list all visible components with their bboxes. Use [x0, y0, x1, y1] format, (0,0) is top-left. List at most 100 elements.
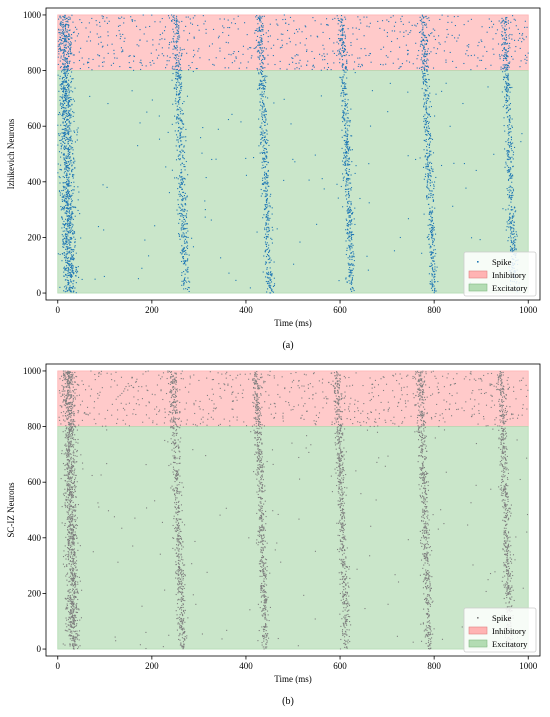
spike-point [267, 236, 269, 238]
spike-point [246, 34, 248, 36]
spike-point [76, 638, 79, 640]
spike-point [257, 69, 259, 71]
spike-point [260, 72, 262, 74]
spike-point [200, 137, 202, 139]
spike-point [172, 68, 174, 70]
spike-point [509, 221, 511, 223]
spike-point [70, 442, 72, 444]
spike-point [59, 37, 62, 39]
spike-point [70, 266, 72, 268]
spike-point [260, 125, 262, 127]
spike-point [264, 121, 266, 123]
spike-point [68, 532, 71, 534]
spike-point [337, 23, 339, 25]
spike-point [176, 24, 178, 26]
spike-point [176, 59, 178, 61]
spike-point [71, 140, 73, 142]
spike-point [66, 432, 68, 434]
spike-point [260, 80, 262, 82]
spike-point [266, 248, 269, 250]
spike-point [344, 156, 346, 158]
spike-point [351, 243, 353, 245]
spike-point [438, 42, 440, 44]
spike-point [186, 195, 188, 197]
spike-point [73, 626, 75, 629]
spike-point [57, 124, 59, 126]
spike-point [424, 102, 426, 104]
spike-point [187, 268, 189, 270]
spike-point [426, 97, 428, 99]
spike-point [436, 48, 439, 50]
spike-point [262, 28, 264, 31]
spike-point [66, 81, 68, 83]
spike-point [57, 56, 59, 58]
spike-point [507, 47, 509, 49]
spike-point [342, 41, 344, 43]
spike-point [73, 249, 75, 251]
spike-point [119, 38, 121, 40]
spike-point [73, 548, 75, 550]
spike-point [180, 89, 182, 91]
spike-point [69, 645, 71, 647]
spike-point [265, 256, 268, 258]
spike-point [348, 196, 350, 199]
spike-point [63, 109, 65, 112]
spike-point [431, 206, 433, 208]
spike-point [186, 52, 188, 54]
spike-point [339, 48, 341, 50]
spike-point [431, 228, 433, 230]
spike-point [57, 253, 59, 255]
spike-point [433, 185, 435, 187]
spike-point [57, 114, 59, 116]
spike-point [183, 242, 186, 244]
spike-point [69, 286, 71, 289]
spike-point [68, 185, 70, 187]
spike-point [68, 624, 70, 626]
spike-point [261, 61, 263, 63]
spike-point [128, 62, 130, 64]
spike-point [180, 172, 182, 174]
spike-point [176, 109, 178, 111]
spike-point [71, 249, 73, 251]
spike-point [183, 146, 185, 148]
spike-point [178, 96, 180, 99]
spike-point [69, 488, 71, 490]
spike-point [349, 227, 351, 229]
spike-point [176, 26, 178, 28]
spike-point [507, 99, 509, 102]
spike-point [351, 236, 353, 238]
spike-point [63, 65, 65, 67]
spike-point [69, 597, 71, 599]
spike-point [67, 207, 69, 210]
spike-point [183, 136, 185, 138]
spike-point [354, 207, 356, 209]
spike-point [264, 166, 266, 168]
spike-point [72, 518, 74, 520]
spike-point [58, 28, 60, 30]
spike-point [70, 426, 72, 428]
spike-point [64, 73, 66, 75]
spike-point [181, 234, 183, 236]
spike-point [73, 31, 75, 33]
spike-point [438, 35, 440, 37]
spike-point [429, 207, 431, 209]
spike-point [61, 144, 63, 146]
spike-point [511, 187, 513, 189]
spike-point [188, 64, 190, 67]
spike-point [64, 29, 67, 31]
spike-point [265, 205, 267, 207]
spike-point [66, 91, 68, 93]
spike-point [342, 121, 344, 123]
spike-point [180, 260, 183, 263]
spike-point [260, 131, 262, 133]
spike-point [185, 197, 187, 199]
spike-point [391, 30, 393, 32]
spike-point [69, 156, 71, 158]
spike-point [194, 54, 196, 56]
spike-point [432, 199, 435, 202]
spike-point [76, 611, 78, 614]
spike-point [71, 571, 73, 573]
spike-point [75, 252, 77, 254]
spike-point [504, 48, 506, 51]
spike-point [173, 41, 175, 43]
